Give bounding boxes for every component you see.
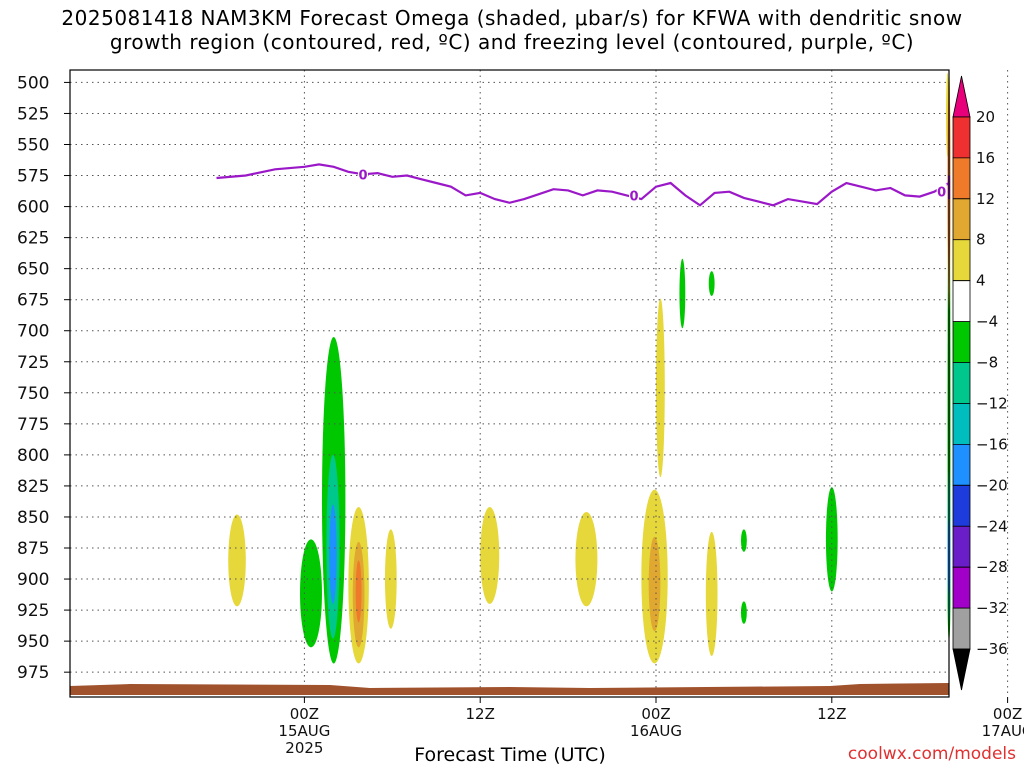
colorbar-label-3: 8 <box>976 231 986 249</box>
y-tick-label-750: 750 <box>17 384 49 404</box>
y-tick-label-900: 900 <box>17 570 49 590</box>
freezing-level-label-0: 0 <box>358 168 367 183</box>
x-tick-date: 17AUG <box>982 722 1024 740</box>
y-tick-label-625: 625 <box>17 229 49 249</box>
colorbar-swatch-3 <box>952 198 971 241</box>
y-axis: 500 525 550 575 600 625 650 675 700 725 750 775 800 8… <box>17 73 70 683</box>
omega-region-15 <box>708 271 715 296</box>
colorbar-label-0: 20 <box>976 108 995 126</box>
y-tick-label-550: 550 <box>17 135 49 155</box>
y-tick-label-825: 825 <box>17 477 49 497</box>
x-axis: 00Z15AUG202512Z00Z16AUG12Z00Z17AUG <box>278 697 1024 757</box>
plot-frame <box>69 69 950 698</box>
x-tick-date: 16AUG <box>630 722 682 740</box>
chart-title-line-1: 2025081418 NAM3KM Forecast Omega (shaded… <box>61 6 963 30</box>
freezing-level-contour: 0 0 0 <box>216 163 951 207</box>
y-tick-label-975: 975 <box>17 663 49 683</box>
y-tick-label-725: 725 <box>17 353 49 373</box>
x-tick-label: 00Z <box>641 705 670 723</box>
colorbar-swatch-5 <box>952 280 971 322</box>
colorbar-swatch-11 <box>952 525 971 568</box>
x-tick-label: 00Z <box>290 705 319 723</box>
freezing-level-label-2: 0 <box>937 186 946 201</box>
omega-region-14 <box>679 258 686 329</box>
x-tick-label: 00Z <box>993 705 1022 723</box>
colorbar-swatch-10 <box>952 484 971 527</box>
colorbar-swatch-4 <box>952 239 971 282</box>
colorbar-label-13: −36 <box>976 640 1008 658</box>
contour-label-bg <box>358 166 368 181</box>
omega-region-1 <box>300 539 322 648</box>
omega-region-10 <box>575 512 598 607</box>
ground-band <box>70 683 949 695</box>
y-tick-label-775: 775 <box>17 415 49 435</box>
colorbar-label-9: −20 <box>976 476 1008 494</box>
colorbar-swatch-12 <box>952 566 971 609</box>
colorbar-label-2: 12 <box>976 190 995 208</box>
omega-shading-layer <box>228 70 951 664</box>
colorbar-label-1: 16 <box>976 149 995 167</box>
colorbar-swatch-8 <box>952 403 971 445</box>
chart-title-line-2: growth region (contoured, red, ºC) and f… <box>109 30 915 54</box>
colorbar-label-5: −4 <box>976 313 998 331</box>
ground-surface <box>70 683 949 695</box>
x-axis-title: Forecast Time (UTC) <box>414 744 606 766</box>
omega-region-18 <box>740 601 747 624</box>
y-tick-label-500: 500 <box>17 73 49 93</box>
omega-region-16 <box>705 531 718 657</box>
colorbar-swatch-0 <box>952 75 971 118</box>
y-tick-label-650: 650 <box>17 260 49 280</box>
omega-region-19 <box>825 487 838 592</box>
colorbar-swatch-13 <box>952 607 971 650</box>
gridlines <box>70 70 1009 697</box>
x-tick-label: 12Z <box>466 705 495 723</box>
y-tick-label-800: 800 <box>17 446 49 466</box>
omega-region-13 <box>656 298 665 478</box>
y-tick-label-675: 675 <box>17 291 49 311</box>
credit-text: coolwx.com/models <box>847 744 1016 764</box>
omega-region-17 <box>740 529 747 552</box>
colorbar-label-4: 4 <box>976 272 986 290</box>
colorbar-label-8: −16 <box>976 435 1008 453</box>
colorbar-swatch-6 <box>952 321 971 363</box>
y-tick-label-950: 950 <box>17 632 49 652</box>
y-tick-label-875: 875 <box>17 539 49 559</box>
omega-region-12 <box>648 536 661 632</box>
contour-label-bg <box>629 187 640 202</box>
colorbar-swatch-9 <box>952 444 971 486</box>
y-tick-label-700: 700 <box>17 322 49 342</box>
x-tick-label: 12Z <box>817 705 846 723</box>
colorbar-label-6: −8 <box>976 354 998 372</box>
freezing-level-label-1: 0 <box>630 189 639 204</box>
colorbar-swatch-2 <box>952 157 971 200</box>
colorbar-label-10: −24 <box>976 517 1008 535</box>
y-tick-label-925: 925 <box>17 601 49 621</box>
x-tick-date: 15AUG <box>278 722 330 740</box>
colorbar-swatch-1 <box>952 116 971 159</box>
y-tick-label-850: 850 <box>17 508 49 528</box>
contour-label-bg <box>936 183 947 198</box>
y-tick-label-600: 600 <box>17 198 49 218</box>
colorbar-label-7: −12 <box>976 394 1008 412</box>
colorbar-label-11: −28 <box>976 558 1008 576</box>
colorbar-label-12: −32 <box>976 599 1008 617</box>
y-tick-label-575: 575 <box>17 167 49 187</box>
colorbar-swatch-7 <box>952 362 971 404</box>
omega-region-4 <box>329 504 337 604</box>
colorbar: 20 16 12 8 4 −4 −8 −12 −16 −20 −24 −28 −32 −36 <box>952 75 1008 691</box>
omega-region-0 <box>228 514 246 607</box>
x-tick-year: 2025 <box>285 739 323 757</box>
freezing-level-line <box>216 163 951 207</box>
omega-region-7 <box>355 560 362 623</box>
y-tick-label-525: 525 <box>17 104 49 124</box>
colorbar-swatch-14 <box>952 648 971 691</box>
omega-region-8 <box>384 529 397 629</box>
omega-region-9 <box>480 507 500 604</box>
